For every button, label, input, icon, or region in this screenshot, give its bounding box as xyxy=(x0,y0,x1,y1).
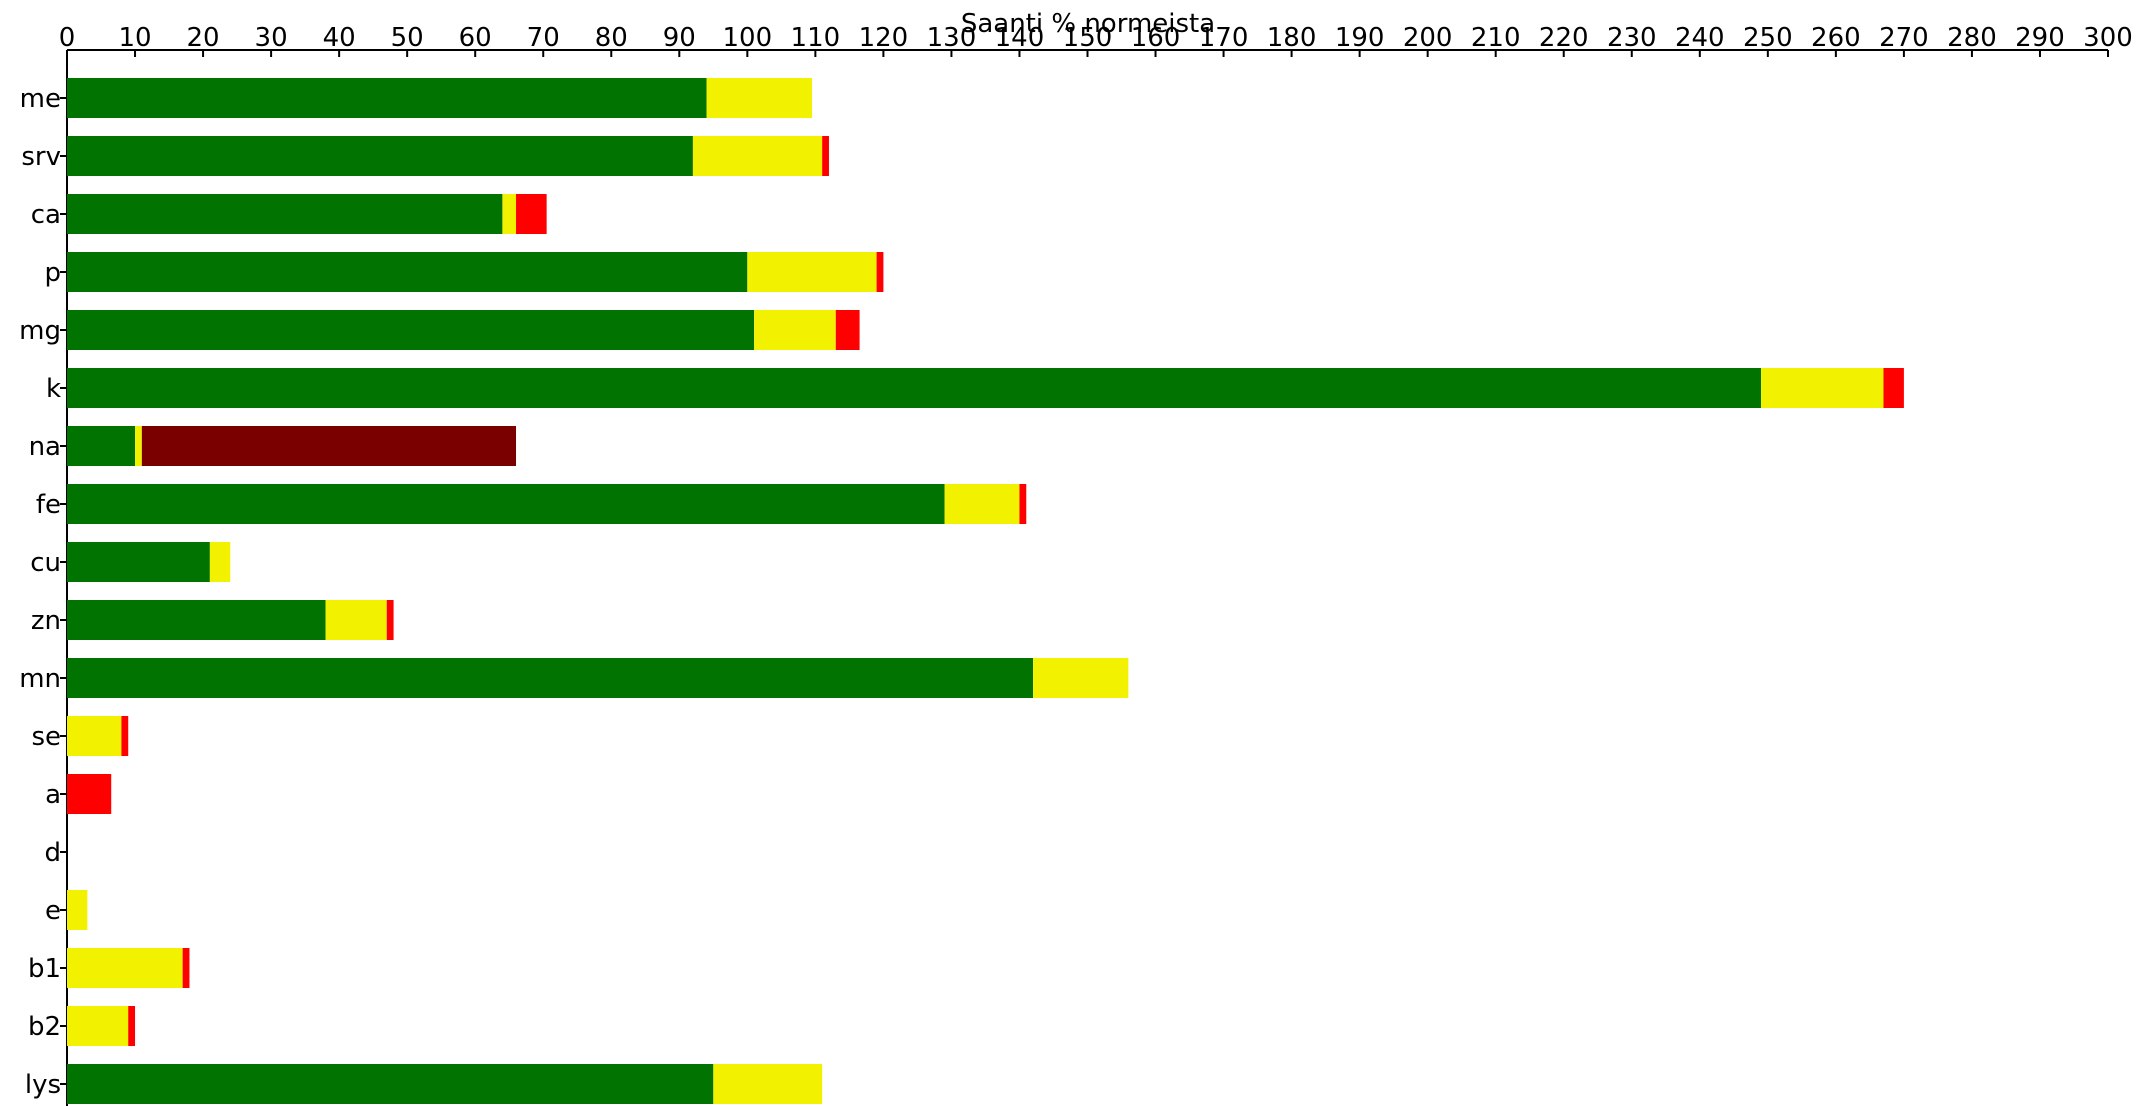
x-tick-label: 180 xyxy=(1267,23,1317,53)
category-label: a xyxy=(45,780,61,810)
x-tick-label: 150 xyxy=(1063,23,1113,53)
chart-title: Saanti % normeista xyxy=(961,9,1215,39)
category-label: d xyxy=(44,838,61,868)
x-tick-label: 250 xyxy=(1743,23,1793,53)
bar-segment xyxy=(706,78,812,118)
x-tick-label: 290 xyxy=(2015,23,2065,53)
bar-segment xyxy=(1761,368,1884,408)
bar-segment xyxy=(325,600,387,640)
bar-segment xyxy=(67,658,1034,698)
x-tick-label: 170 xyxy=(1199,23,1249,53)
category-label: e xyxy=(45,896,61,926)
bar-segment xyxy=(67,484,945,524)
x-tick-label: 90 xyxy=(663,23,696,53)
bars xyxy=(67,78,1904,1104)
x-tick-label: 50 xyxy=(391,23,424,53)
bar-segment xyxy=(754,310,836,350)
bar-segment xyxy=(67,716,122,756)
bar-segment xyxy=(141,426,517,466)
category-label: na xyxy=(29,432,61,462)
x-tick-label: 190 xyxy=(1335,23,1385,53)
x-tick-label: 160 xyxy=(1131,23,1181,53)
bar-segment xyxy=(835,310,860,350)
bar-segment xyxy=(67,542,210,582)
bar-segment xyxy=(67,600,326,640)
bar-segment xyxy=(67,1064,714,1104)
bar-segment xyxy=(747,252,877,292)
bar-segment xyxy=(67,774,112,814)
x-tick-label: 300 xyxy=(2083,23,2133,53)
bar-segment xyxy=(692,136,823,176)
category-label: b2 xyxy=(28,1012,61,1042)
x-tick-label: 270 xyxy=(1879,23,1929,53)
bar-segment xyxy=(67,310,755,350)
category-label: mn xyxy=(19,664,61,694)
bar-segment xyxy=(944,484,1020,524)
category-label: cu xyxy=(30,548,61,578)
bar-segment xyxy=(121,716,129,756)
bar-segment xyxy=(876,252,884,292)
bar-segment xyxy=(182,948,190,988)
bar-segment xyxy=(1019,484,1027,524)
x-tick-label: 40 xyxy=(323,23,356,53)
bar-segment xyxy=(1883,368,1904,408)
bar-segment xyxy=(713,1064,823,1104)
bar-segment xyxy=(209,542,231,582)
x-tick-label: 280 xyxy=(1947,23,1997,53)
bar-segment xyxy=(516,194,547,234)
x-tick-label: 210 xyxy=(1471,23,1521,53)
bar-segment xyxy=(1033,658,1129,698)
x-tick-label: 120 xyxy=(859,23,909,53)
category-label: lys xyxy=(25,1070,61,1100)
category-label: k xyxy=(46,374,61,404)
x-tick-label: 240 xyxy=(1675,23,1725,53)
x-tick-label: 200 xyxy=(1403,23,1453,53)
x-tick-label: 260 xyxy=(1811,23,1861,53)
bar-segment xyxy=(67,194,503,234)
category-label: fe xyxy=(36,490,61,520)
axes: 0 10 20 30 40 50 60 70 80 90 100 110 120 130 140 150 160… xyxy=(19,23,2133,1106)
x-tick-label: 60 xyxy=(459,23,492,53)
category-label: srv xyxy=(21,142,61,172)
bar-segment xyxy=(822,136,829,176)
bar-segment xyxy=(67,1006,129,1046)
category-label: me xyxy=(20,84,61,114)
bar-segment xyxy=(67,136,693,176)
bar-segment xyxy=(67,948,183,988)
bar-segment xyxy=(128,1006,136,1046)
category-label: p xyxy=(44,258,61,288)
bar-segment xyxy=(135,426,142,466)
x-tick-label: 0 xyxy=(59,23,76,53)
x-tick-label: 100 xyxy=(723,23,773,53)
x-tick-label: 30 xyxy=(255,23,288,53)
bar-segment xyxy=(67,252,748,292)
bar-segment xyxy=(386,600,394,640)
x-tick-label: 110 xyxy=(791,23,841,53)
bar-segment xyxy=(502,194,517,234)
x-tick-label: 230 xyxy=(1607,23,1657,53)
x-tick-label: 10 xyxy=(118,23,151,53)
x-tick-label: 140 xyxy=(995,23,1045,53)
x-tick-label: 70 xyxy=(527,23,560,53)
category-label: zn xyxy=(31,606,61,636)
x-tick-label: 130 xyxy=(927,23,977,53)
x-tick-label: 80 xyxy=(595,23,628,53)
x-tick-label: 20 xyxy=(187,23,220,53)
x-tick-label: 220 xyxy=(1539,23,1589,53)
bar-segment xyxy=(67,368,1762,408)
category-label: se xyxy=(31,722,61,752)
bar-segment xyxy=(67,426,136,466)
category-label: b1 xyxy=(28,954,61,984)
bar-segment xyxy=(67,890,88,930)
bar-segment xyxy=(67,78,707,118)
category-label: mg xyxy=(19,316,61,346)
category-label: ca xyxy=(31,200,61,230)
